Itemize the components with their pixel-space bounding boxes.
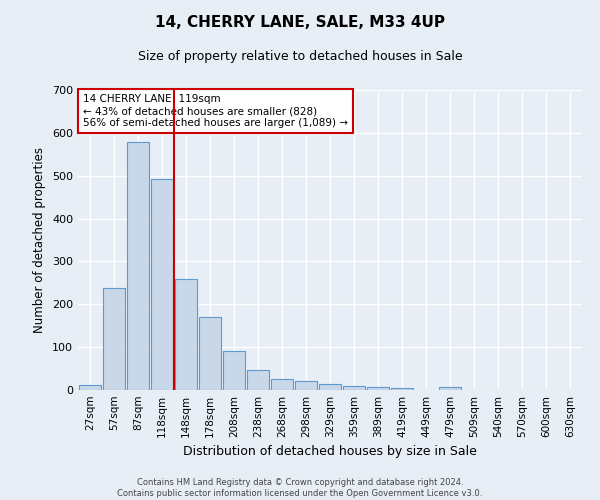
Bar xyxy=(391,388,413,390)
Bar xyxy=(319,384,341,390)
X-axis label: Distribution of detached houses by size in Sale: Distribution of detached houses by size … xyxy=(183,446,477,458)
Bar xyxy=(223,352,245,390)
Bar xyxy=(103,288,125,390)
Bar xyxy=(343,386,365,390)
Bar xyxy=(199,317,221,390)
Bar xyxy=(247,370,269,390)
Bar xyxy=(367,387,389,390)
Bar xyxy=(175,280,197,390)
Text: 14, CHERRY LANE, SALE, M33 4UP: 14, CHERRY LANE, SALE, M33 4UP xyxy=(155,15,445,30)
Bar xyxy=(151,179,173,390)
Bar xyxy=(295,380,317,390)
Bar xyxy=(271,380,293,390)
Text: 14 CHERRY LANE: 119sqm
← 43% of detached houses are smaller (828)
56% of semi-de: 14 CHERRY LANE: 119sqm ← 43% of detached… xyxy=(83,94,348,128)
Text: Contains HM Land Registry data © Crown copyright and database right 2024.
Contai: Contains HM Land Registry data © Crown c… xyxy=(118,478,482,498)
Bar xyxy=(127,142,149,390)
Y-axis label: Number of detached properties: Number of detached properties xyxy=(34,147,46,333)
Bar xyxy=(439,387,461,390)
Text: Size of property relative to detached houses in Sale: Size of property relative to detached ho… xyxy=(137,50,463,63)
Bar xyxy=(79,385,101,390)
